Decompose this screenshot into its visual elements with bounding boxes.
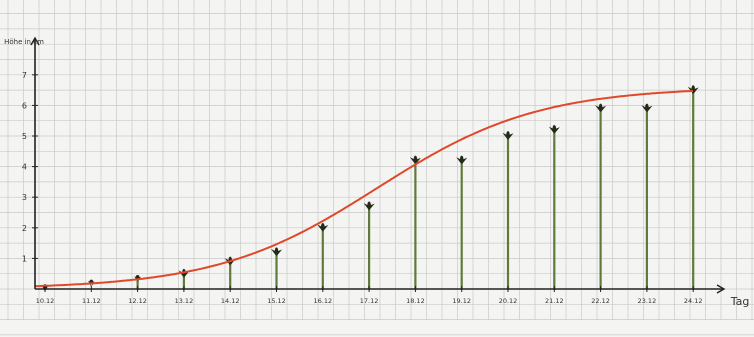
x-tick-label: 23.12	[638, 297, 657, 305]
x-tick-label: 20.12	[499, 297, 518, 305]
x-tick-label: 16.12	[313, 297, 332, 305]
x-tick-label: 18.12	[406, 297, 425, 305]
y-tick-label: 3	[22, 193, 27, 202]
x-tick-label: 11.12	[82, 297, 101, 305]
plant-leaf-left	[548, 126, 555, 134]
plant-leaf-left	[317, 224, 323, 232]
plant-mark	[409, 155, 421, 291]
plant-bud	[367, 201, 371, 210]
plant-leaf-left	[456, 157, 462, 165]
x-tick-label: 22.12	[591, 297, 610, 305]
plant-leaf-left	[641, 105, 647, 113]
plant-mark	[595, 103, 607, 291]
plant-mark	[502, 131, 514, 291]
plant-leaf-left	[363, 203, 370, 211]
axes	[30, 36, 726, 294]
plant-leaf-left	[595, 105, 601, 113]
x-tick-label: 24.12	[684, 297, 703, 305]
plant-mark	[363, 201, 375, 291]
x-tick-label: 15.12	[267, 297, 286, 305]
plant-bud	[459, 155, 464, 164]
plant-mark	[271, 247, 282, 291]
plant-mark	[641, 103, 653, 291]
plant-mark	[317, 222, 329, 291]
x-tick-label: 10.12	[36, 297, 55, 305]
x-tick-label: 17.12	[360, 297, 379, 305]
plant-leaf-left	[178, 270, 184, 278]
x-tick-label: 12.12	[128, 297, 147, 305]
y-tick-label: 7	[22, 71, 27, 80]
y-tick-label: 4	[22, 163, 27, 172]
plant-bud	[552, 125, 557, 133]
plant-bud	[645, 103, 649, 112]
plant-leaf-left	[271, 248, 277, 257]
y-tick-label: 2	[22, 224, 27, 233]
x-tick-label: 14.12	[221, 297, 240, 305]
plant-bud	[506, 131, 510, 139]
plant-bud	[598, 103, 603, 112]
plant-leaf-left	[502, 132, 508, 140]
y-tick-label: 1	[22, 254, 27, 263]
plants	[41, 85, 699, 292]
plant-mark	[548, 125, 560, 291]
plant-bud	[321, 222, 325, 231]
y-axis-label: Höhe in cm	[4, 38, 44, 46]
plant-bud	[274, 247, 279, 256]
plant-leaf-left	[41, 285, 45, 292]
y-axis-arrow	[30, 36, 40, 46]
plant-leaf-left	[134, 276, 138, 283]
y-tick-label: 6	[22, 101, 27, 110]
plant-leaf-left	[409, 157, 416, 165]
y-tick-label: 5	[22, 132, 27, 141]
x-axis-label: Tag	[730, 295, 750, 308]
plant-mark	[456, 155, 468, 291]
y-ticks: 1 2 3 4 5 6 7	[22, 71, 38, 263]
plant-bud	[413, 155, 418, 164]
x-axis-arrow	[716, 284, 726, 294]
x-ticks: 10.12 11.12 12.12 13.12 14.12 15.12 16.12 17.12…	[36, 286, 703, 305]
x-tick-label: 19.12	[452, 297, 471, 305]
x-tick-label: 13.12	[175, 297, 194, 305]
growth-curve	[34, 89, 694, 288]
x-tick-label: 21.12	[545, 297, 564, 305]
